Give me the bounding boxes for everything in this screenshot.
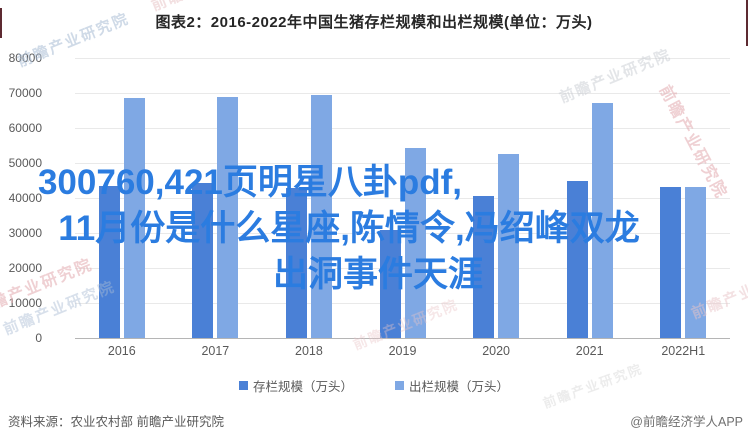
y-tick-label-0: 0 <box>35 331 42 345</box>
legend-item-slaughter: 出栏规模（万头） <box>395 376 509 395</box>
bar-stock-2021 <box>566 180 588 338</box>
legend-swatch-icon <box>395 381 404 390</box>
bar-stock-2017 <box>192 183 214 338</box>
gridline-80000 <box>75 58 730 59</box>
y-tick-label-30000: 30000 <box>8 226 42 240</box>
legend-label: 出栏规模（万头） <box>409 380 510 394</box>
x-tick-label-2016: 2016 <box>107 344 136 358</box>
bar-group-2016: 2016 <box>75 58 169 358</box>
y-tick-label-10000: 10000 <box>8 296 42 310</box>
gridline-10000 <box>75 303 730 304</box>
y-tick-label-20000: 20000 <box>8 261 42 275</box>
bar-slaughter-2018 <box>310 95 332 338</box>
x-tick-label-2018: 2018 <box>295 344 323 358</box>
bar-slaughter-2016 <box>123 98 145 338</box>
y-tick-label-70000: 70000 <box>8 86 42 100</box>
legend-label: 存栏规模（万头） <box>252 380 353 394</box>
gridline-40000 <box>75 198 730 199</box>
y-tick-label-40000: 40000 <box>8 191 42 205</box>
bar-slaughter-2019 <box>404 147 426 338</box>
legend: 存栏规模（万头） 出栏规模（万头） <box>0 376 748 395</box>
bar-slaughter-2020 <box>498 153 520 338</box>
bar-stock-2016 <box>98 185 120 338</box>
bar-group-2017: 2017 <box>169 58 263 358</box>
gridline-20000 <box>75 268 730 269</box>
gridline-50000 <box>75 163 730 164</box>
right-edge-mark <box>746 0 748 46</box>
footer-credit-text: @前瞻经济学人APP <box>630 415 743 429</box>
bar-groups: 2016 2017 2018 2019 2020 2021 2022H1 <box>75 58 730 358</box>
bar-slaughter-2022H1 <box>685 187 707 338</box>
y-tick-label-80000: 80000 <box>8 51 42 65</box>
footer-source-text: 资料来源：农业农村部 前瞻产业研究院 <box>8 415 224 429</box>
left-edge-mark <box>0 8 2 38</box>
bar-group-2022H1: 2022H1 <box>636 58 730 358</box>
plot-area: 0 10000 20000 30000 40000 50000 60000 70000 8000… <box>9 51 730 358</box>
bar-slaughter-2021 <box>591 103 613 338</box>
bar-slaughter-2017 <box>217 96 239 338</box>
bar-stock-2020 <box>473 195 495 338</box>
y-tick-label-60000: 60000 <box>8 121 42 135</box>
gridline-30000 <box>75 233 730 234</box>
gridline-0 <box>75 338 730 339</box>
gridline-70000 <box>75 93 730 94</box>
x-tick-label-2022H1: 2022H1 <box>661 344 706 358</box>
bar-stock-2018 <box>285 188 307 338</box>
y-tick-label-50000: 50000 <box>8 156 42 170</box>
bar-group-2019: 2019 <box>356 58 450 358</box>
chart-title: 图表2：2016-2022年中国生猪存栏规模和出栏规模(单位：万头) <box>155 14 593 31</box>
bar-group-2020: 2020 <box>449 58 543 358</box>
legend-swatch-icon <box>238 381 248 390</box>
x-tick-label-2020: 2020 <box>482 344 510 358</box>
x-tick-label-2019: 2019 <box>388 344 417 358</box>
bar-stock-2022H1 <box>660 187 682 338</box>
gridline-60000 <box>75 128 730 129</box>
x-tick-label-2021: 2021 <box>575 344 604 358</box>
legend-item-stock: 存栏规模（万头） <box>238 376 353 395</box>
bar-group-2018: 2018 <box>262 58 356 358</box>
x-tick-label-2017: 2017 <box>201 344 230 358</box>
bar-stock-2019 <box>379 229 401 338</box>
bar-group-2021: 2021 <box>543 58 637 358</box>
